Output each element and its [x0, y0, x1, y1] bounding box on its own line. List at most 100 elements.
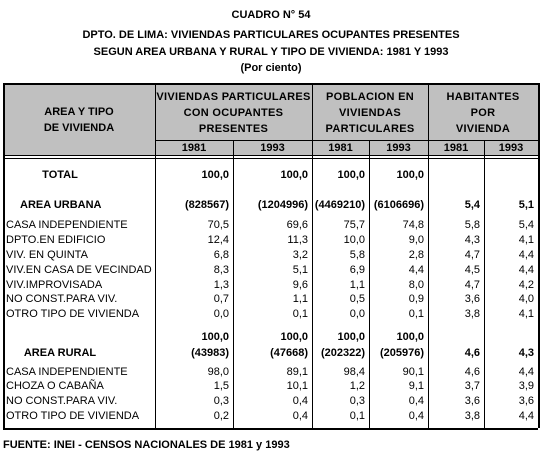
cell: 9,0: [408, 234, 424, 246]
cell: 8,3: [213, 264, 229, 276]
row-label: VIV.EN CASA DE VECINDAD: [6, 264, 152, 276]
cell: 3,8: [464, 308, 480, 320]
cell: 5,8: [464, 219, 480, 231]
cell: 10,1: [286, 380, 308, 392]
row-label: CASA INDEPENDIENTE: [6, 366, 128, 378]
cell: 0,5: [349, 293, 365, 305]
cell: 4,2: [518, 279, 534, 291]
cell: 4,6: [464, 366, 480, 378]
column-line: [3, 83, 5, 428]
cell: 4,4: [518, 410, 534, 422]
cell: 98,4: [343, 366, 365, 378]
cell: (205976): [379, 347, 424, 359]
cell: 74,8: [402, 219, 424, 231]
cell: 0,3: [349, 395, 365, 407]
cell: 4,3: [518, 347, 534, 359]
source: FUENTE: INEI - CENSOS NACIONALES DE 1981…: [3, 439, 290, 451]
cell: 1,3: [213, 279, 229, 291]
cell: 3,2: [292, 249, 308, 261]
row-label: AREA URBANA: [20, 199, 102, 211]
column-line: [233, 140, 234, 428]
cell: 3,8: [464, 410, 480, 422]
row-label: NO CONST.PARA VIV.: [6, 293, 118, 305]
cell: 0,4: [292, 395, 308, 407]
group-header: POR: [470, 107, 496, 119]
cell: 90,1: [402, 366, 424, 378]
border: [3, 428, 538, 430]
year-header: 1993: [498, 142, 524, 154]
cell: 70,5: [207, 219, 229, 231]
cell: 0,4: [408, 395, 424, 407]
group-header: VIVIENDAS: [339, 107, 401, 119]
group-header: HABITANTES: [446, 91, 520, 103]
subtitle: DPTO. DE LIMA: VIVIENDAS PARTICULARES OC…: [82, 29, 460, 41]
cell: 100,0: [201, 169, 229, 181]
column-line: [538, 83, 540, 428]
year-header: 1993: [386, 142, 411, 154]
cell: 3,6: [464, 293, 480, 305]
cell: 9,6: [292, 279, 308, 291]
cell: 4,4: [518, 249, 534, 261]
cell: (202322): [320, 347, 365, 359]
year-header: 1981: [443, 142, 469, 154]
cell: 12,4: [207, 234, 229, 246]
cell: 1,1: [349, 279, 365, 291]
title: CUADRO N° 54: [231, 9, 311, 21]
cell: 6,9: [349, 264, 365, 276]
border: [155, 140, 538, 141]
cell: 89,1: [286, 366, 308, 378]
unit: (Por ciento): [240, 62, 302, 74]
cell: (828567): [184, 199, 229, 211]
cell: 5,4: [464, 199, 480, 211]
header-label: DE VIVIENDA: [43, 122, 115, 134]
cell: 0,4: [408, 410, 424, 422]
row-label: VIV.IMPROVISADA: [6, 279, 103, 291]
cell: 10,0: [343, 234, 365, 246]
cell: 5,8: [349, 249, 365, 261]
cell: 1,5: [213, 380, 229, 392]
cell: 4,1: [518, 308, 534, 320]
cell: 100,0: [337, 169, 365, 181]
column-line: [155, 83, 156, 428]
cell: 75,7: [343, 219, 365, 231]
column-line: [369, 140, 370, 428]
border: [3, 155, 538, 156]
cell: 9,1: [408, 380, 424, 392]
cell: 5,4: [518, 219, 534, 231]
cell: 100,0: [280, 331, 308, 343]
cell: 3,6: [464, 395, 480, 407]
cell: 0,2: [213, 410, 229, 422]
cell: 0,4: [292, 410, 308, 422]
cell: 1,1: [292, 293, 308, 305]
row-label: OTRO TIPO DE VIVIENDA: [6, 410, 140, 422]
cell: 3,6: [518, 395, 534, 407]
year-header: 1981: [181, 142, 207, 154]
group-header: VIVIENDA: [455, 123, 511, 135]
cell: 98,0: [207, 366, 229, 378]
header-bg: [3, 83, 538, 155]
cell: 4,3: [464, 234, 480, 246]
cell: 100,0: [201, 331, 229, 343]
cell: 100,0: [396, 169, 424, 181]
cell: 2,8: [408, 249, 424, 261]
year-header: 1981: [328, 142, 353, 154]
cell: 100,0: [337, 331, 365, 343]
cell: 4,4: [518, 366, 534, 378]
cell: 100,0: [280, 169, 308, 181]
group-header: CON OCUPANTES: [183, 107, 284, 119]
cell: (47668): [270, 347, 308, 359]
cell: 0,1: [408, 308, 424, 320]
row-label: NO CONST.PARA VIV.: [6, 395, 118, 407]
group-header: PARTICULARES: [325, 123, 415, 135]
cell: 0,3: [213, 395, 229, 407]
cell: 11,3: [287, 234, 308, 246]
group-header: VIVIENDAS PARTICULARES: [156, 91, 311, 103]
row-label: OTRO TIPO DE VIVIENDA: [6, 308, 140, 320]
row-label: VIV. EN QUINTA: [6, 249, 88, 261]
cell: (43983): [191, 347, 229, 359]
column-line: [312, 83, 313, 428]
cell: 100,0: [396, 331, 424, 343]
cell: 4,7: [464, 249, 480, 261]
subtitle: SEGUN AREA URBANA Y RURAL Y TIPO DE VIVI…: [93, 46, 449, 58]
